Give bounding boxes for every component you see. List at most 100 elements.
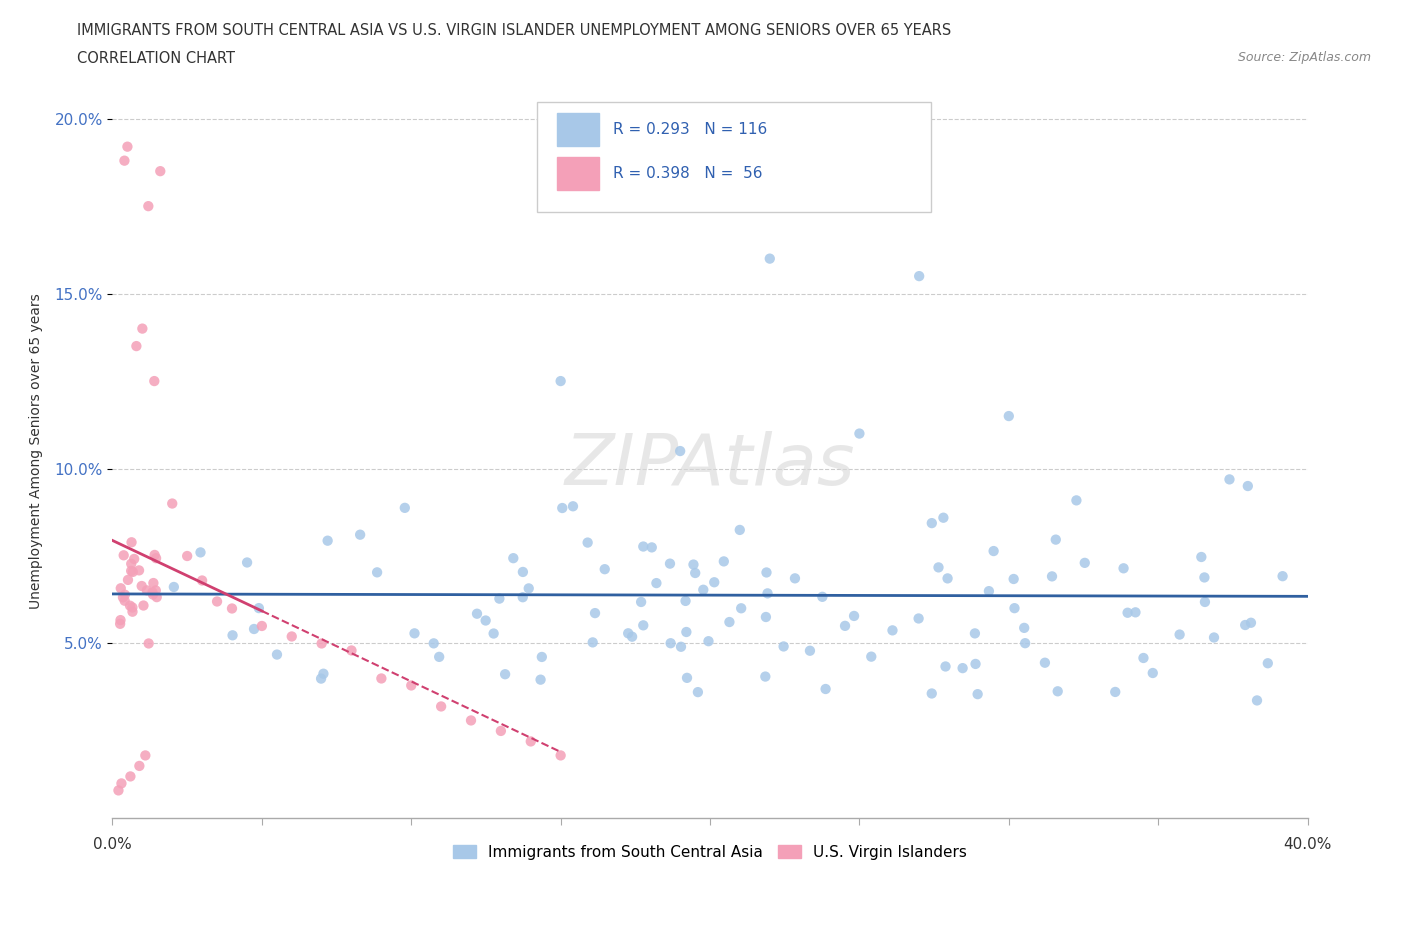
Point [1142, 666, 1164, 681]
Point [110, 776, 132, 790]
Point [669, 639, 692, 654]
Point [108, 617, 131, 631]
Point [713, 554, 735, 569]
Point [176, 549, 198, 564]
Point [482, 626, 505, 641]
Point [135, 583, 157, 598]
Point [316, 533, 339, 548]
Point [759, 251, 782, 266]
Point [703, 575, 725, 590]
Point [921, 515, 943, 530]
Point [1234, 618, 1257, 632]
Point [860, 649, 883, 664]
Point [755, 565, 778, 580]
Point [512, 590, 534, 604]
Point [460, 713, 482, 728]
Point [118, 598, 141, 613]
Point [630, 594, 652, 609]
Point [617, 626, 640, 641]
Bar [557, 113, 599, 146]
Point [517, 581, 540, 596]
Point [502, 551, 524, 565]
Point [1246, 693, 1268, 708]
Point [138, 199, 160, 214]
Point [489, 724, 512, 738]
Point [349, 527, 371, 542]
Point [114, 593, 136, 608]
Point [676, 671, 699, 685]
Point [772, 639, 794, 654]
Point [1194, 594, 1216, 609]
Point [141, 585, 163, 600]
Point [730, 601, 752, 616]
Point [311, 636, 333, 651]
Point [834, 618, 856, 633]
Point [755, 609, 778, 624]
Point [121, 600, 143, 615]
Point [686, 684, 709, 699]
Point [142, 576, 165, 591]
Y-axis label: Unemployment Among Seniors over 65 years: Unemployment Among Seniors over 65 years [30, 293, 44, 609]
Point [1125, 604, 1147, 619]
Point [756, 586, 779, 601]
Point [882, 623, 904, 638]
Point [692, 582, 714, 597]
Point [143, 548, 166, 563]
Point [474, 613, 496, 628]
Point [121, 535, 143, 550]
Point [848, 426, 870, 441]
Point [494, 667, 516, 682]
Point [366, 565, 388, 579]
Point [682, 557, 704, 572]
Point [236, 555, 259, 570]
Point [191, 573, 214, 588]
Point [309, 671, 332, 686]
Point [221, 628, 243, 643]
Point [641, 540, 664, 555]
Point [247, 601, 270, 616]
Point [998, 408, 1021, 423]
Point [122, 551, 145, 566]
Point [1074, 555, 1097, 570]
Point [908, 269, 931, 284]
Point [205, 594, 228, 609]
Point [149, 164, 172, 179]
Point [128, 563, 150, 578]
Point [814, 682, 837, 697]
Point [907, 611, 929, 626]
Point [977, 584, 1000, 599]
Point [1046, 684, 1069, 698]
Point [1240, 616, 1263, 631]
Point [1012, 620, 1035, 635]
Point [427, 649, 450, 664]
Point [114, 587, 136, 602]
Point [112, 548, 135, 563]
Point [1194, 570, 1216, 585]
Point [1168, 627, 1191, 642]
Point [1104, 684, 1126, 699]
Point [675, 625, 697, 640]
Point [110, 581, 132, 596]
Point [512, 565, 534, 579]
Point [465, 606, 488, 621]
Point [659, 636, 682, 651]
Point [621, 630, 644, 644]
Point [1218, 472, 1240, 486]
Point [633, 539, 655, 554]
Point [593, 562, 616, 577]
Point [669, 444, 692, 458]
Point [728, 523, 751, 538]
Point [936, 571, 959, 586]
Point [1116, 605, 1139, 620]
Point [633, 618, 655, 632]
Point [430, 699, 453, 714]
Point [340, 643, 363, 658]
Point [583, 605, 606, 620]
Point [697, 633, 720, 648]
Point [107, 783, 129, 798]
Text: R = 0.293   N = 116: R = 0.293 N = 116 [613, 122, 768, 137]
Point [799, 644, 821, 658]
Point [1202, 630, 1225, 644]
Point [1002, 572, 1025, 587]
Point [1189, 550, 1212, 565]
